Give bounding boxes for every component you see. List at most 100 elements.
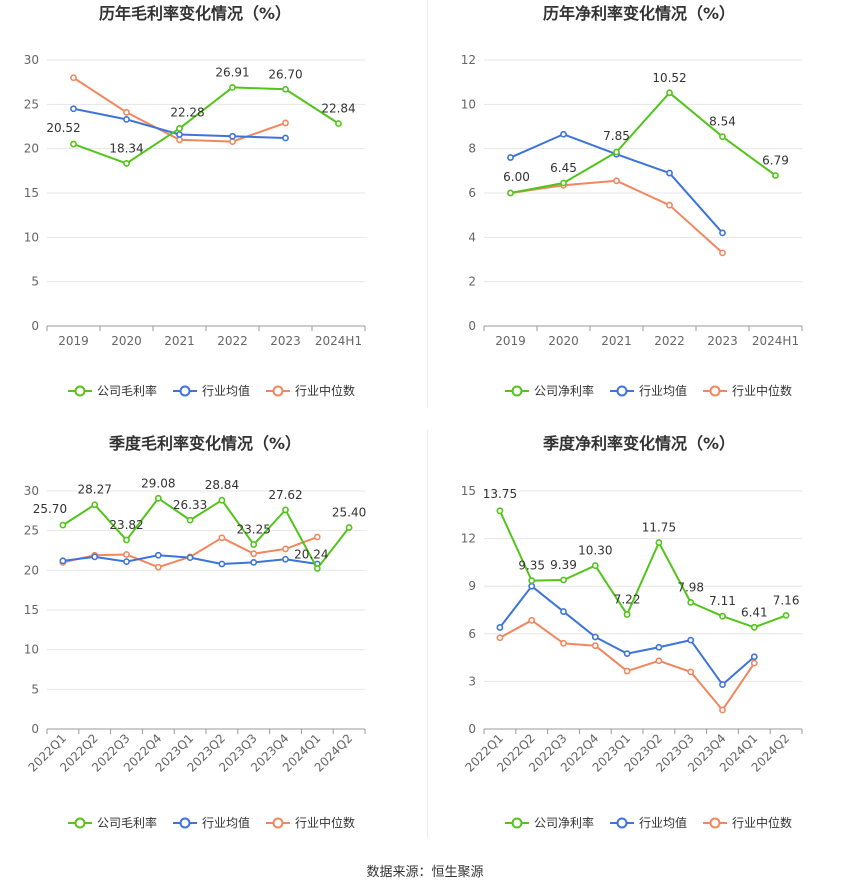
legend-item[interactable]: 行业均值 xyxy=(173,383,250,398)
series-line xyxy=(510,179,724,254)
data-point xyxy=(186,516,194,524)
data-point xyxy=(59,557,67,565)
data-label: 9.35 xyxy=(518,559,545,573)
y-tick-label: 8 xyxy=(468,142,476,156)
legend-label: 行业均值 xyxy=(202,815,250,830)
chart-quarterly-gross-margin: 季度毛利率变化情况（%）0510152025302022Q12022Q22022… xyxy=(24,434,367,830)
data-point xyxy=(666,201,673,209)
y-tick-label: 6 xyxy=(468,186,476,200)
data-point xyxy=(528,577,536,585)
data-label: 7.85 xyxy=(603,129,630,143)
data-point xyxy=(218,534,226,542)
data-point xyxy=(282,85,289,93)
data-label: 13.75 xyxy=(483,487,517,501)
chart-title: 历年净利率变化情况（%） xyxy=(543,4,735,23)
data-point xyxy=(313,565,321,572)
data-label: 27.62 xyxy=(268,488,302,502)
y-tick-label: 6 xyxy=(468,627,476,641)
legend-item[interactable]: 公司毛利率 xyxy=(68,815,157,830)
y-tick-label: 10 xyxy=(461,97,476,111)
y-tick-label: 0 xyxy=(468,722,476,736)
data-point xyxy=(123,551,130,558)
legend-item[interactable]: 行业均值 xyxy=(610,815,687,830)
legend-marker-icon xyxy=(272,817,284,829)
y-tick-label: 5 xyxy=(31,275,39,289)
data-label: 6.00 xyxy=(503,170,530,184)
data-label: 23.25 xyxy=(237,523,271,537)
legend-label: 公司净利率 xyxy=(534,815,594,830)
data-point xyxy=(70,74,77,82)
data-point xyxy=(70,140,77,148)
data-label: 20.52 xyxy=(46,121,80,135)
chart-panel-annual-net-margin: 历年净利率变化情况（%） 0 2 4 6 8 10 12 2019 2020 2021 2022 202… xyxy=(425,0,850,420)
series-line xyxy=(498,510,787,629)
data-point xyxy=(591,562,599,569)
y-tick-label: 9 xyxy=(468,579,476,593)
legend-item[interactable]: 公司净利率 xyxy=(505,383,594,398)
legend-item[interactable]: 行业均值 xyxy=(610,383,687,398)
x-tick-label: 2021 xyxy=(164,334,195,348)
data-point xyxy=(655,643,663,651)
y-tick-label: 3 xyxy=(468,674,476,688)
panel-divider-bottom xyxy=(427,430,428,838)
data-label: 10.30 xyxy=(578,544,612,558)
legend-item[interactable]: 行业均值 xyxy=(173,815,250,830)
data-point xyxy=(282,555,289,563)
y-tick-label: 5 xyxy=(31,682,39,696)
y-tick-label: 20 xyxy=(24,142,39,156)
chart-panel-annual-gross-margin: 历年毛利率变化情况（%） 0 5 10 15 20 25 30 2019 2020 2021 2022… xyxy=(0,0,425,420)
data-point xyxy=(496,634,504,642)
legend-item[interactable]: 公司毛利率 xyxy=(68,383,157,398)
data-point xyxy=(218,560,226,568)
data-point xyxy=(91,553,99,561)
series-line xyxy=(62,497,350,570)
legend-marker-icon xyxy=(272,385,284,397)
chart-annual-gross-margin: 历年毛利率变化情况（%） 0 5 10 15 20 25 30 2019 2020 2021 2022… xyxy=(24,4,366,398)
data-point xyxy=(560,130,567,138)
data-label: 9.39 xyxy=(550,558,577,572)
y-tick-label: 30 xyxy=(24,484,39,498)
data-point xyxy=(59,521,67,529)
x-tick-label: 2022 xyxy=(654,334,685,348)
data-point xyxy=(750,623,758,631)
data-label: 6.45 xyxy=(550,161,577,175)
y-tick-label: 0 xyxy=(31,722,39,736)
data-point xyxy=(613,177,620,185)
data-point xyxy=(623,667,631,675)
data-point xyxy=(282,134,289,142)
x-tick-label: 2023 xyxy=(270,334,301,348)
data-point xyxy=(229,83,236,91)
data-point xyxy=(591,633,599,641)
data-label: 20.24 xyxy=(294,547,328,561)
data-point xyxy=(560,608,567,615)
x-tick-label: 2024H1 xyxy=(752,334,799,348)
chart-quarterly-net-margin: 季度净利率变化情况（%）036912152022Q12022Q22022Q320… xyxy=(461,434,803,830)
data-point xyxy=(719,249,726,257)
data-point xyxy=(655,657,663,665)
data-label: 7.11 xyxy=(709,594,736,608)
legend-item[interactable]: 行业中位数 xyxy=(703,383,792,398)
legend-item[interactable]: 行业中位数 xyxy=(703,815,792,830)
data-point xyxy=(666,89,673,97)
data-point xyxy=(687,598,695,606)
legend-item[interactable]: 行业中位数 xyxy=(266,383,355,398)
data-point xyxy=(154,551,162,559)
data-point xyxy=(313,533,321,541)
y-tick-label: 4 xyxy=(468,230,476,244)
data-label: 28.27 xyxy=(78,483,112,497)
data-label: 22.28 xyxy=(170,105,204,119)
legend-label: 行业中位数 xyxy=(732,383,792,398)
data-label: 26.91 xyxy=(215,65,249,79)
legend-item[interactable]: 公司净利率 xyxy=(505,815,594,830)
legend-item[interactable]: 行业中位数 xyxy=(266,815,355,830)
panel-divider-top xyxy=(427,0,428,408)
legend-marker-icon xyxy=(511,817,523,829)
data-point xyxy=(782,611,790,619)
data-point xyxy=(528,616,536,624)
series-line xyxy=(510,91,777,194)
data-label: 10.52 xyxy=(652,71,686,85)
legend-marker-icon xyxy=(511,385,523,397)
data-label: 26.33 xyxy=(173,498,207,512)
data-point xyxy=(687,636,695,644)
data-label: 18.34 xyxy=(109,141,143,155)
